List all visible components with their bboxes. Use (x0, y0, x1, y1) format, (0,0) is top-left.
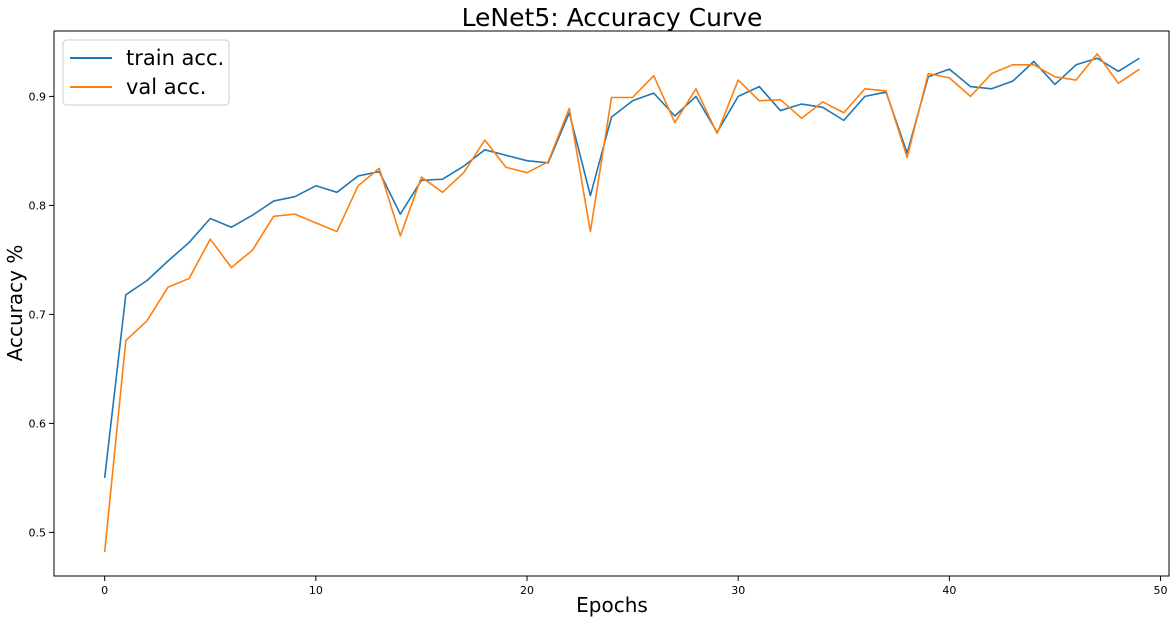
legend: train acc. val acc. (62, 39, 230, 106)
x-tick-label: 40 (942, 584, 956, 597)
y-tick-label: 0.8 (29, 199, 47, 212)
plot-area (53, 30, 1170, 577)
x-axis: 0 10 20 30 40 50 (101, 576, 1168, 597)
y-axis-label: Accuracy % (3, 245, 27, 362)
x-tick-label: 50 (1154, 584, 1168, 597)
legend-box (62, 39, 230, 106)
series-lines (103, 53, 1140, 553)
legend-label-val: val acc. (126, 75, 206, 99)
chart-title: LeNet5: Accuracy Curve (462, 3, 763, 32)
y-tick-label: 0.9 (29, 90, 47, 103)
y-axis: 0.5 0.6 0.7 0.8 0.9 (29, 90, 54, 539)
y-tick-label: 0.5 (29, 526, 47, 539)
legend-label-train: train acc. (126, 46, 224, 70)
series-line-train (103, 57, 1140, 478)
y-tick-label: 0.7 (29, 308, 47, 321)
x-axis-label: Epochs (576, 593, 648, 617)
x-tick-label: 0 (101, 584, 108, 597)
series-line-val (103, 53, 1140, 553)
x-tick-label: 30 (731, 584, 745, 597)
y-tick-label: 0.6 (29, 417, 47, 430)
x-tick-label: 10 (309, 584, 323, 597)
x-tick-label: 20 (520, 584, 534, 597)
